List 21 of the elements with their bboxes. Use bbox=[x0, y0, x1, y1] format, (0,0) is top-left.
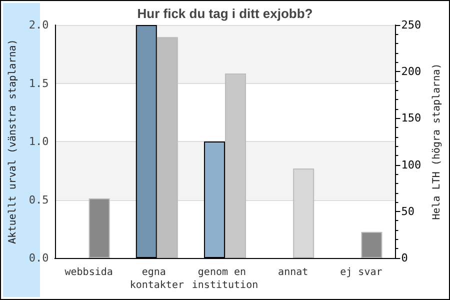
y2-tick-label: 250 bbox=[401, 18, 422, 32]
x-tick-label: webbsida bbox=[64, 267, 113, 278]
y-tick-label: 1.0 bbox=[28, 135, 49, 148]
y2-tick-label: 200 bbox=[401, 65, 422, 78]
y2-tick-label: 0 bbox=[401, 252, 408, 264]
x-tick-label: egna kontakter bbox=[130, 267, 184, 291]
x-tick-label: ej svar bbox=[340, 267, 382, 278]
y2-tick-label: 150 bbox=[401, 112, 422, 125]
y-tick-label: 0.5 bbox=[28, 193, 49, 206]
bar bbox=[88, 198, 110, 258]
x-tick-label: annat bbox=[278, 267, 308, 278]
y-tick-label: 2.0 bbox=[28, 18, 49, 32]
y-tick-label: 0.0 bbox=[28, 252, 49, 264]
y2-tick-label: 50 bbox=[401, 204, 414, 218]
chart-title: Hur fick du tag i ditt exjobb? bbox=[137, 6, 313, 21]
bar bbox=[361, 232, 382, 258]
y-axis-title: Aktuellt urval (vänstra staplarna) bbox=[8, 39, 18, 244]
x-tick-label: genom en institution bbox=[192, 267, 258, 291]
y2-tick-label: 100 bbox=[401, 158, 422, 172]
y-tick-label: 1.5 bbox=[28, 76, 49, 90]
y2-axis-title: Hela LTH (högra staplarna) bbox=[432, 63, 442, 220]
